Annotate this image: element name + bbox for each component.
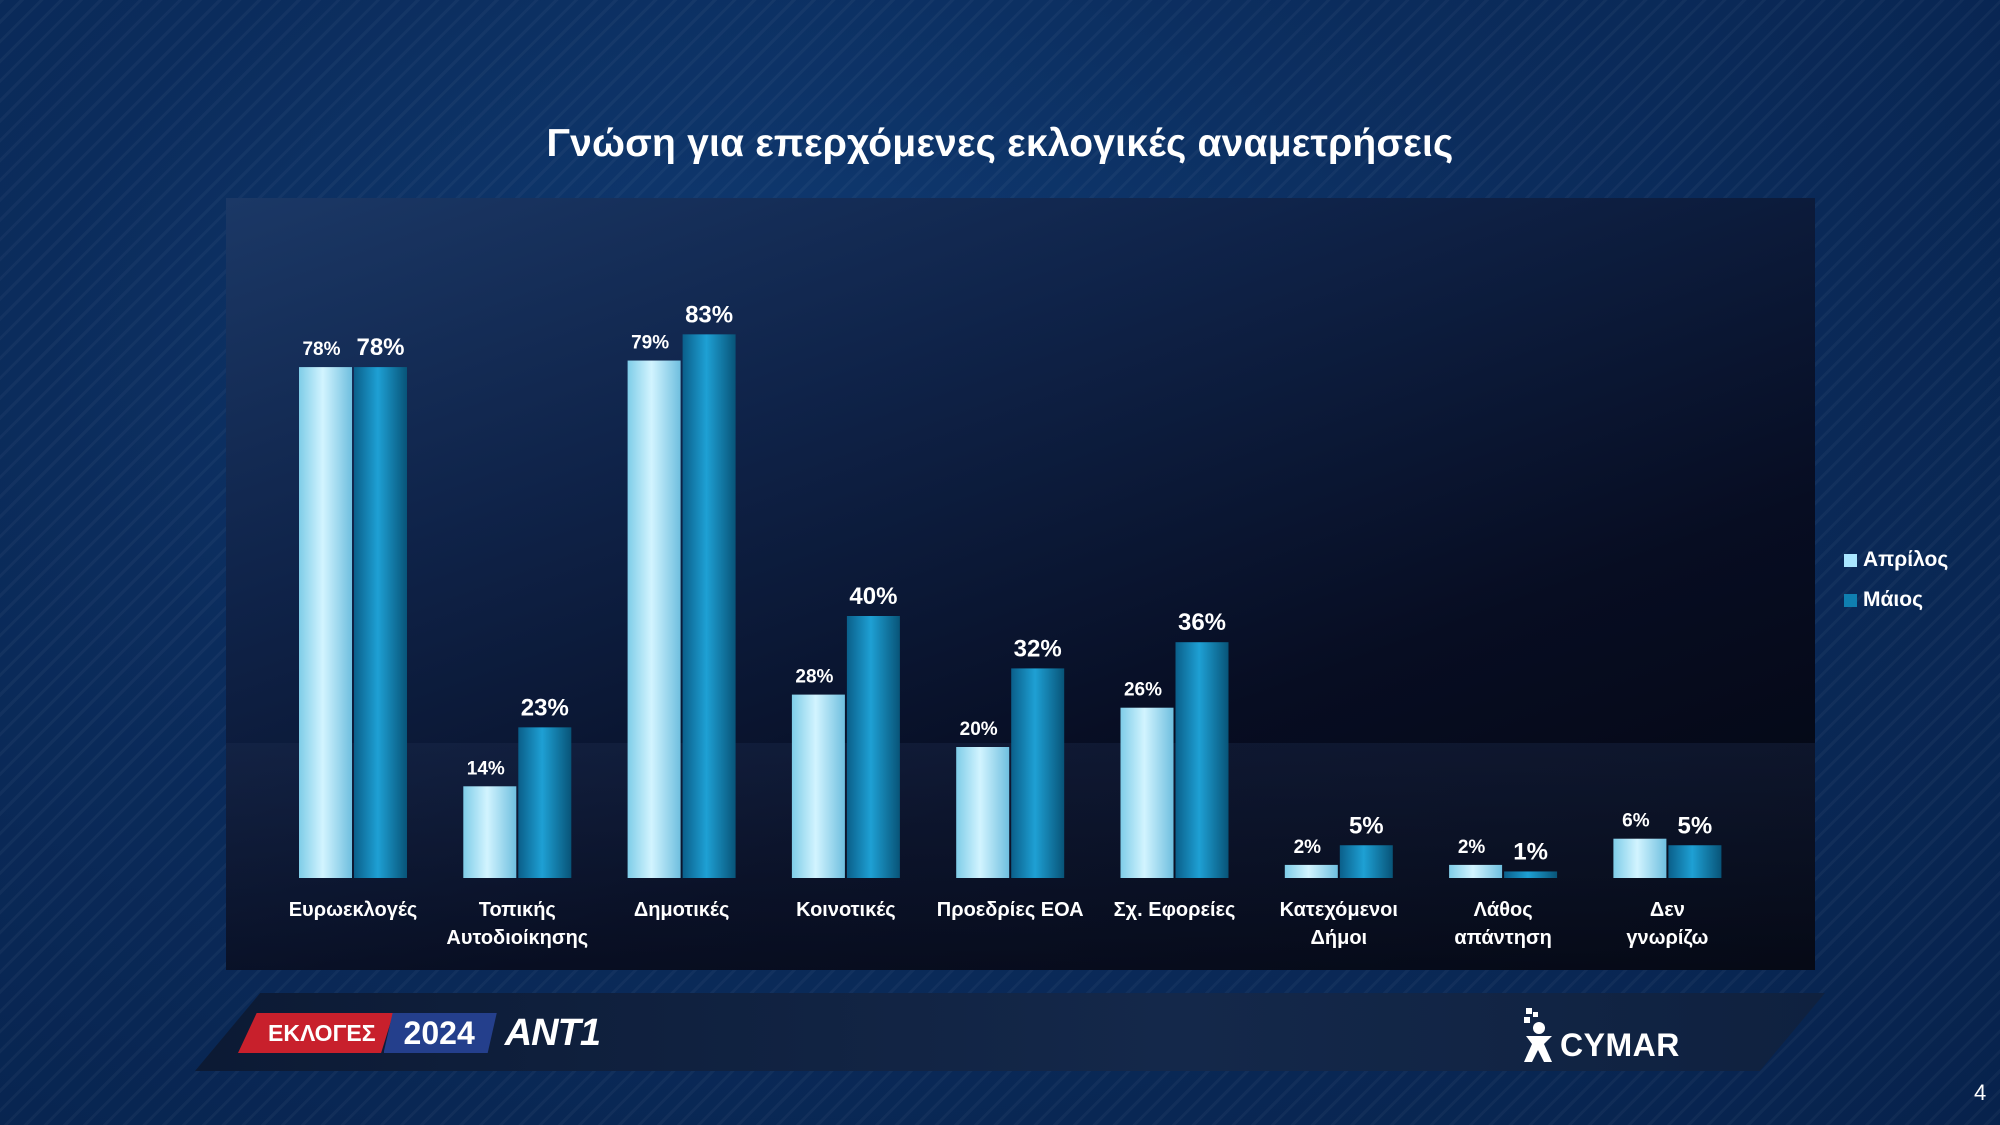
category-label-6-0: Κατεχόμενοι (1280, 899, 1398, 921)
category-label-0-0: Ευρωεκλογές (289, 899, 418, 921)
category-label-8-0: Δεν (1650, 899, 1685, 921)
bar-may-8 (1668, 845, 1722, 878)
legend-item-april: Απρίλος (1844, 540, 1948, 580)
category-label-8-1: γνωρίζω (1626, 927, 1708, 949)
bar-april-1 (463, 786, 517, 878)
category-label-7-1: απάντηση (1454, 927, 1552, 949)
data-label-april-6: 2% (1294, 837, 1322, 858)
bar-april-6 (1284, 864, 1338, 878)
category-label-7-0: Λάθος (1474, 899, 1533, 921)
data-label-april-3: 28% (795, 667, 833, 688)
bar-april-7 (1449, 864, 1503, 878)
data-label-may-4: 32% (1014, 635, 1062, 662)
page-number: 4 (1974, 1080, 1987, 1105)
bar-may-0 (354, 367, 407, 878)
data-label-may-7: 1% (1513, 838, 1548, 865)
bar-chart: 78% 78% Ευρωεκλογές 14% 23% Τοπικής Αυτοδιοίκη… (289, 301, 1722, 949)
ant1-logo: ANT1 (504, 1011, 601, 1054)
category-label-6-1: Δήμοι (1310, 927, 1367, 949)
ekloges-2024-logo: ΕΚΛΟΓΕΣ 2024 ANT1 (238, 1011, 601, 1054)
bar-may-3 (846, 616, 900, 878)
data-label-may-5: 36% (1178, 609, 1226, 636)
bar-may-2 (682, 334, 736, 879)
data-label-april-0: 78% (302, 339, 340, 360)
legend-label-may: Μάιος (1863, 588, 1923, 611)
category-label-5-0: Σχ. Εφορείες (1114, 899, 1236, 921)
bar-april-2 (627, 360, 681, 878)
bar-april-0 (299, 367, 352, 878)
slide-title: Γνώση για επερχόμενες εκλογικές αναμετρή… (546, 122, 1454, 165)
bar-april-3 (791, 694, 845, 878)
data-label-april-2: 79% (631, 333, 669, 354)
data-label-may-8: 5% (1678, 812, 1713, 839)
chart-legend: Απρίλος Μάιος (1844, 540, 1948, 620)
data-label-april-8: 6% (1622, 811, 1650, 832)
chart-panel: 78% 78% Ευρωεκλογές 14% 23% Τοπικής Αυτοδιοίκη… (226, 198, 1815, 970)
data-label-may-2: 83% (685, 301, 733, 328)
year-label: 2024 (383, 1013, 497, 1053)
bar-april-8 (1613, 838, 1667, 878)
legend-swatch-april (1844, 553, 1857, 567)
data-label-april-4: 20% (960, 719, 998, 740)
data-label-may-0: 78% (356, 334, 404, 361)
bar-april-5 (1120, 707, 1174, 878)
ekloges-label: ΕΚΛΟΓΕΣ (238, 1013, 394, 1053)
cymar-logo: CYMAR (1522, 1008, 1680, 1064)
category-label-1-1: Αυτοδιοίκησης (446, 927, 588, 949)
data-label-april-5: 26% (1124, 680, 1162, 701)
cymar-label: CYMAR (1560, 1026, 1680, 1063)
category-label-1-0: Τοπικής (479, 899, 556, 921)
data-label-may-1: 23% (521, 694, 569, 721)
bar-may-5 (1175, 642, 1229, 878)
category-label-2-0: Δημοτικές (634, 899, 730, 921)
data-label-may-3: 40% (849, 583, 897, 610)
data-label-may-6: 5% (1349, 812, 1384, 839)
legend-label-april: Απρίλος (1863, 548, 1949, 571)
category-label-4-0: Προεδρίες ΕΟΑ (937, 899, 1084, 921)
cymar-figure-icon (1524, 1008, 1552, 1062)
data-label-april-1: 14% (467, 758, 505, 779)
data-label-april-7: 2% (1458, 837, 1486, 858)
category-label-3-0: Κοινοτικές (796, 899, 896, 921)
legend-item-may: Μάιος (1844, 580, 1948, 620)
bar-may-4 (1011, 668, 1065, 878)
bar-april-4 (956, 747, 1010, 878)
bar-may-6 (1339, 845, 1393, 878)
legend-swatch-may (1844, 593, 1857, 607)
bar-may-1 (518, 727, 572, 878)
bar-may-7 (1504, 871, 1558, 878)
